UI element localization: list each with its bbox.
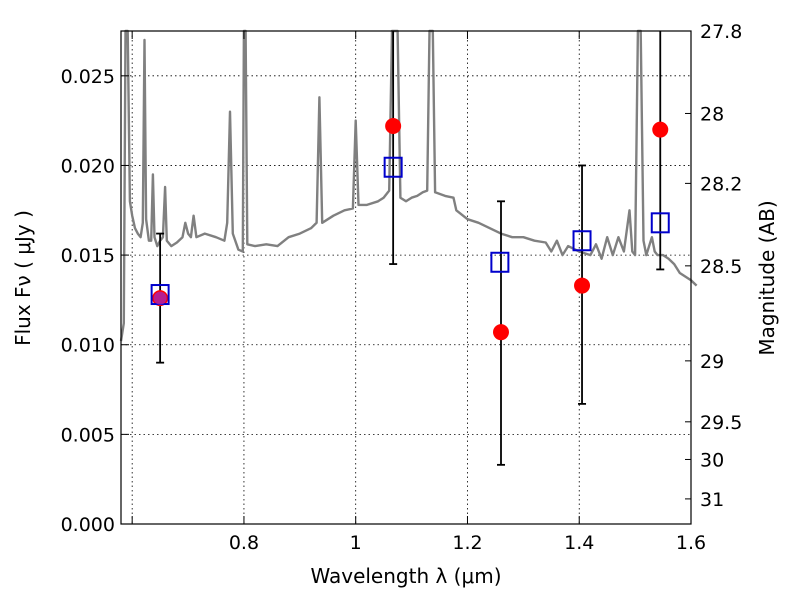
- model-spectrum: [119, 29, 698, 342]
- y2-tick-label-6: 30: [700, 449, 724, 471]
- y-tick-label-2: 0.010: [61, 335, 115, 357]
- x-tick-label-5: 1.6: [676, 532, 706, 554]
- spectrum-line: [119, 29, 698, 342]
- y-tick-label-4: 0.020: [61, 155, 115, 177]
- plot-area: [121, 31, 691, 524]
- x-tick-label-2: 1: [350, 532, 362, 554]
- overlap-point-0: [153, 291, 167, 305]
- blue-square-point-4: [650, 212, 670, 234]
- y2-tick-label-0: 27.8: [700, 21, 742, 43]
- y-tick-label-0: 0.000: [61, 514, 115, 536]
- x-tick-label-3: 1.2: [452, 532, 482, 554]
- y2-tick-label-1: 28: [700, 103, 724, 125]
- y-tick-label-3: 0.015: [61, 245, 115, 267]
- plot-frame: [120, 30, 692, 525]
- y-tick-label-1: 0.005: [61, 424, 115, 446]
- blue-square-point-2: [490, 251, 510, 273]
- y2-tick-label-5: 29.5: [700, 412, 742, 434]
- blue-square-point-1: [383, 156, 403, 178]
- y2-tick-label-3: 28.5: [700, 256, 742, 278]
- y2-tick-label-7: 31: [700, 489, 724, 511]
- y-axis-title: Flux Fν ( μJy ): [11, 210, 35, 346]
- x-axis-title: Wavelength λ (μm): [310, 564, 501, 588]
- y2-axis-title: Magnitude (AB): [755, 200, 779, 355]
- red-circle-point-2: [493, 324, 509, 341]
- data-markers: [150, 31, 670, 466]
- axes: 0.8 1 1.2 1.4 1.6 0.000 0.005 0.010 0.015 0.020 0.…: [61, 21, 743, 554]
- y2-tick-label-2: 28.2: [700, 173, 742, 195]
- red-circle-point-3: [574, 277, 591, 294]
- grid: [121, 31, 692, 524]
- red-circle-point-1: [385, 118, 402, 135]
- red-circle-point-4: [652, 121, 669, 138]
- y-tick-label-5: 0.025: [61, 66, 115, 88]
- x-tick-label-4: 1.4: [564, 532, 594, 554]
- x-tick-label-1: 0.8: [229, 532, 259, 554]
- blue-square-point-3: [572, 230, 592, 252]
- y2-tick-label-4: 29: [700, 351, 724, 373]
